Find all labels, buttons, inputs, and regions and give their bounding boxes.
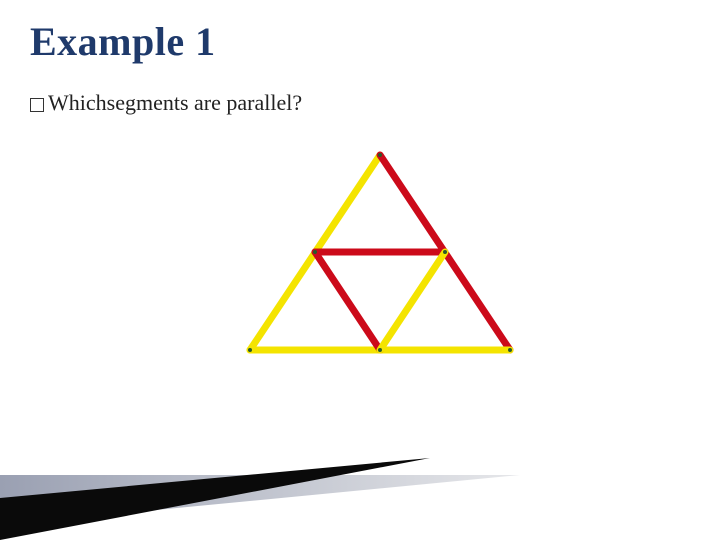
vertex-dot bbox=[443, 250, 447, 254]
decorative-footer bbox=[0, 420, 720, 540]
bullet-icon bbox=[30, 98, 44, 112]
vertex-dot bbox=[508, 348, 512, 352]
segment bbox=[315, 252, 380, 350]
vertex-dot bbox=[378, 348, 382, 352]
question-part1: Which bbox=[48, 90, 107, 116]
question-line: Which segments are parallel? bbox=[30, 90, 302, 116]
footer-dark-wedge bbox=[0, 458, 430, 540]
segment bbox=[380, 252, 445, 350]
slide-title: Example 1 bbox=[30, 18, 216, 65]
triangle-diagram bbox=[240, 150, 520, 360]
question-part2: segments are parallel? bbox=[107, 90, 302, 116]
vertex-dot bbox=[378, 153, 382, 157]
vertex-dot bbox=[313, 250, 317, 254]
vertex-dot bbox=[248, 348, 252, 352]
